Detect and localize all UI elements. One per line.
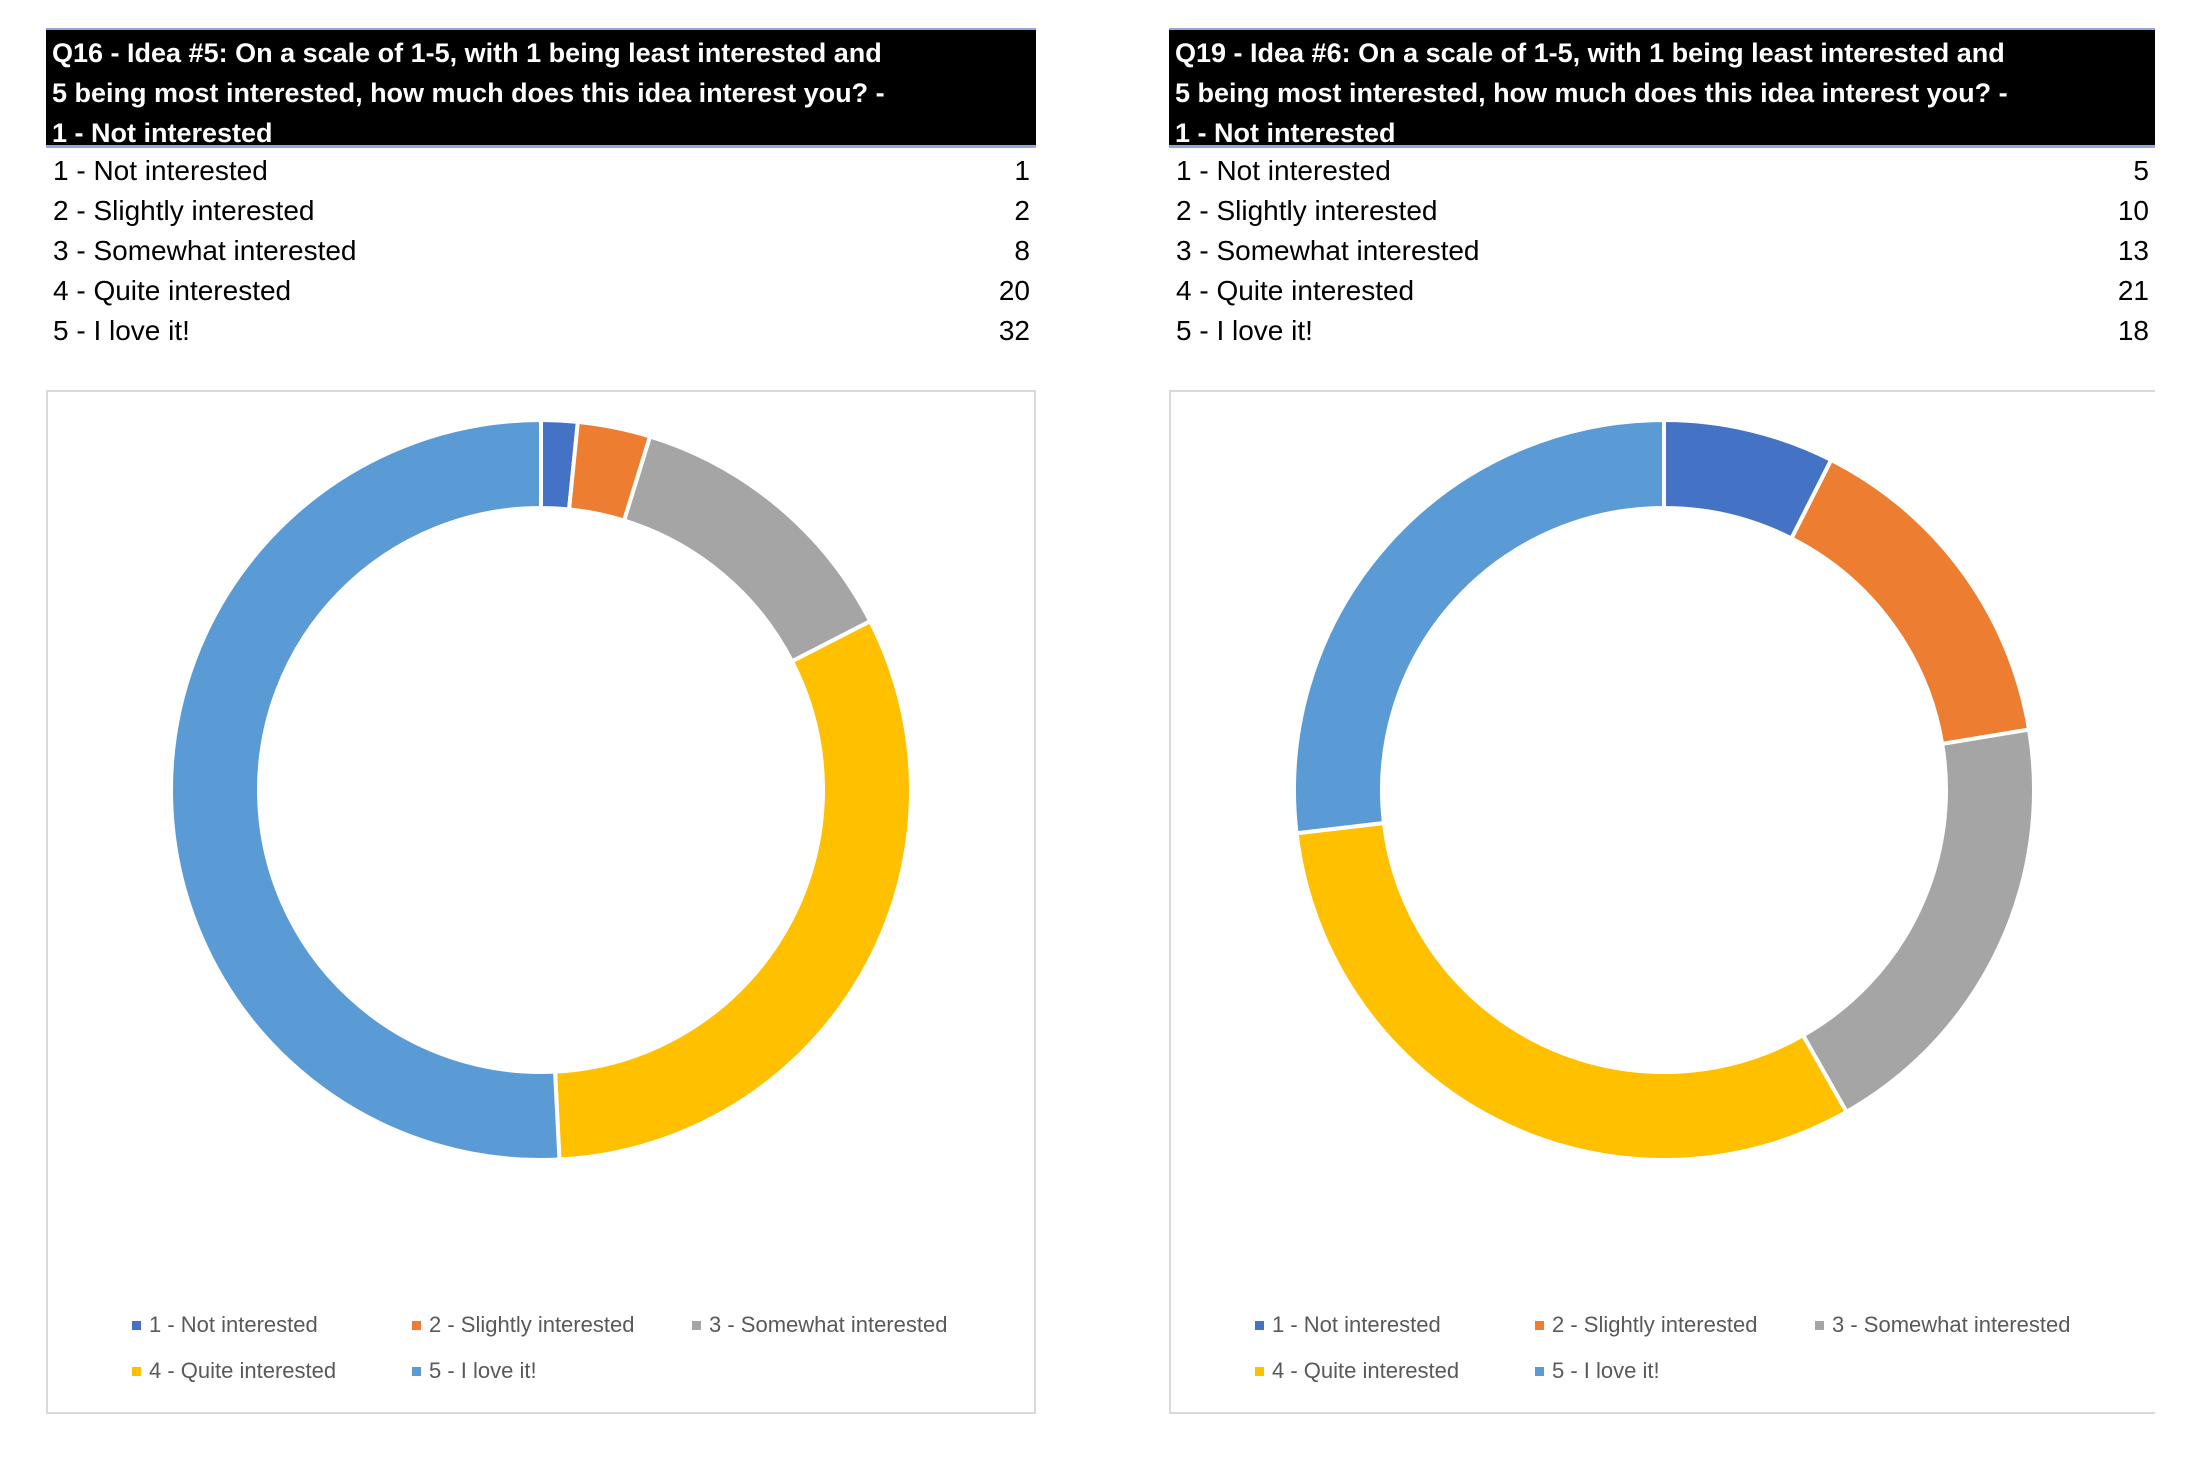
table-row: 1 - Not interested 5 [1169, 151, 2155, 191]
row-value: 32 [998, 315, 1030, 346]
row-label: 4 - Quite interested [1176, 275, 1415, 306]
row-value: 10 [2117, 195, 2149, 226]
legend-swatch [1255, 1366, 1264, 1376]
legend-swatch [132, 1366, 141, 1376]
table-row: 4 - Quite interested 20 [46, 271, 1036, 311]
table-row: 2 - Slightly interested 2 [46, 191, 1036, 231]
left-response-table: 1 - Not interested 1 2 - Slightly intere… [46, 151, 1036, 351]
left-donut-chart: 1 - Not interested 2 - Slightly interest… [46, 390, 1036, 1414]
legend-label: 2 - Slightly interested [1552, 1312, 1758, 1337]
legend-swatch [132, 1320, 141, 1330]
donut-slice-5 [169, 417, 562, 1162]
legend-item: 5 - I love it! [412, 1358, 537, 1384]
row-label: 1 - Not interested [53, 155, 268, 186]
row-label: 3 - Somewhat interested [1176, 235, 1480, 266]
row-label: 2 - Slightly interested [1176, 195, 1438, 226]
table-row: 5 - I love it! 32 [46, 311, 1036, 351]
donut-slice-3 [621, 433, 873, 665]
donut-slice-4 [552, 618, 913, 1162]
row-label: 4 - Quite interested [53, 275, 292, 306]
left-question-panel: Q16 - Idea #5: On a scale of 1-5, with 1… [46, 28, 1036, 351]
legend-label: 1 - Not interested [1272, 1312, 1441, 1337]
right-donut-svg [1292, 417, 2036, 1162]
left-question-header: Q16 - Idea #5: On a scale of 1-5, with 1… [46, 28, 1036, 148]
right-question-line-2: 5 being most interested, how much does t… [1175, 78, 2008, 108]
legend-swatch [692, 1320, 701, 1330]
table-row: 4 - Quite interested 21 [1169, 271, 2155, 311]
legend-swatch [1255, 1320, 1264, 1330]
donut-slice-5 [1292, 417, 1666, 836]
legend-item: 4 - Quite interested [132, 1358, 336, 1384]
legend-item: 2 - Slightly interested [412, 1312, 634, 1338]
right-question-header: Q19 - Idea #6: On a scale of 1-5, with 1… [1169, 28, 2155, 148]
legend-label: 3 - Somewhat interested [1832, 1312, 2071, 1337]
row-label: 2 - Slightly interested [53, 195, 315, 226]
legend-label: 5 - I love it! [429, 1358, 537, 1383]
legend-item: 2 - Slightly interested [1535, 1312, 1757, 1338]
row-label: 5 - I love it! [1176, 315, 1313, 346]
legend-item: 1 - Not interested [132, 1312, 318, 1338]
table-row: 2 - Slightly interested 10 [1169, 191, 2155, 231]
row-value: 8 [1014, 235, 1030, 266]
row-label: 3 - Somewhat interested [53, 235, 357, 266]
right-question-line-1: Q19 - Idea #6: On a scale of 1-5, with 1… [1175, 38, 2005, 68]
right-donut-chart: 1 - Not interested 2 - Slightly interest… [1169, 390, 2155, 1414]
right-question-panel: Q19 - Idea #6: On a scale of 1-5, with 1… [1169, 28, 2155, 351]
left-question-line-2: 5 being most interested, how much does t… [52, 78, 885, 108]
legend-label: 4 - Quite interested [1272, 1358, 1460, 1383]
legend-item: 3 - Somewhat interested [692, 1312, 947, 1338]
table-row: 3 - Somewhat interested 13 [1169, 231, 2155, 271]
donut-slice-4 [1294, 820, 1850, 1162]
legend-swatch [412, 1320, 421, 1330]
right-question-line-3: 1 - Not interested [1175, 118, 1396, 148]
row-value: 2 [1014, 195, 1030, 226]
table-row: 5 - I love it! 18 [1169, 311, 2155, 351]
donut-slice-3 [1800, 727, 2036, 1115]
legend-swatch [1815, 1320, 1824, 1330]
left-question-line-1: Q16 - Idea #5: On a scale of 1-5, with 1… [52, 38, 882, 68]
table-row: 1 - Not interested 1 [46, 151, 1036, 191]
row-value: 1 [1014, 155, 1030, 186]
row-value: 13 [2117, 235, 2149, 266]
legend-item: 5 - I love it! [1535, 1358, 1660, 1384]
legend-item: 3 - Somewhat interested [1815, 1312, 2070, 1338]
left-donut-svg [169, 417, 913, 1162]
row-value: 21 [2117, 275, 2149, 306]
table-row: 3 - Somewhat interested 8 [46, 231, 1036, 271]
legend-label: 3 - Somewhat interested [709, 1312, 948, 1337]
legend-swatch [1535, 1366, 1544, 1376]
legend-label: 2 - Slightly interested [429, 1312, 635, 1337]
legend-item: 1 - Not interested [1255, 1312, 1441, 1338]
legend-label: 4 - Quite interested [149, 1358, 337, 1383]
legend-item: 4 - Quite interested [1255, 1358, 1459, 1384]
row-value: 20 [998, 275, 1030, 306]
donut-slice-2 [1788, 457, 2032, 747]
legend-label: 1 - Not interested [149, 1312, 318, 1337]
legend-swatch [412, 1366, 421, 1376]
row-label: 5 - I love it! [53, 315, 190, 346]
right-response-table: 1 - Not interested 5 2 - Slightly intere… [1169, 151, 2155, 351]
row-label: 1 - Not interested [1176, 155, 1391, 186]
row-value: 18 [2117, 315, 2149, 346]
legend-swatch [1535, 1320, 1544, 1330]
row-value: 5 [2133, 155, 2149, 186]
left-question-line-3: 1 - Not interested [52, 118, 273, 148]
legend-label: 5 - I love it! [1552, 1358, 1660, 1383]
